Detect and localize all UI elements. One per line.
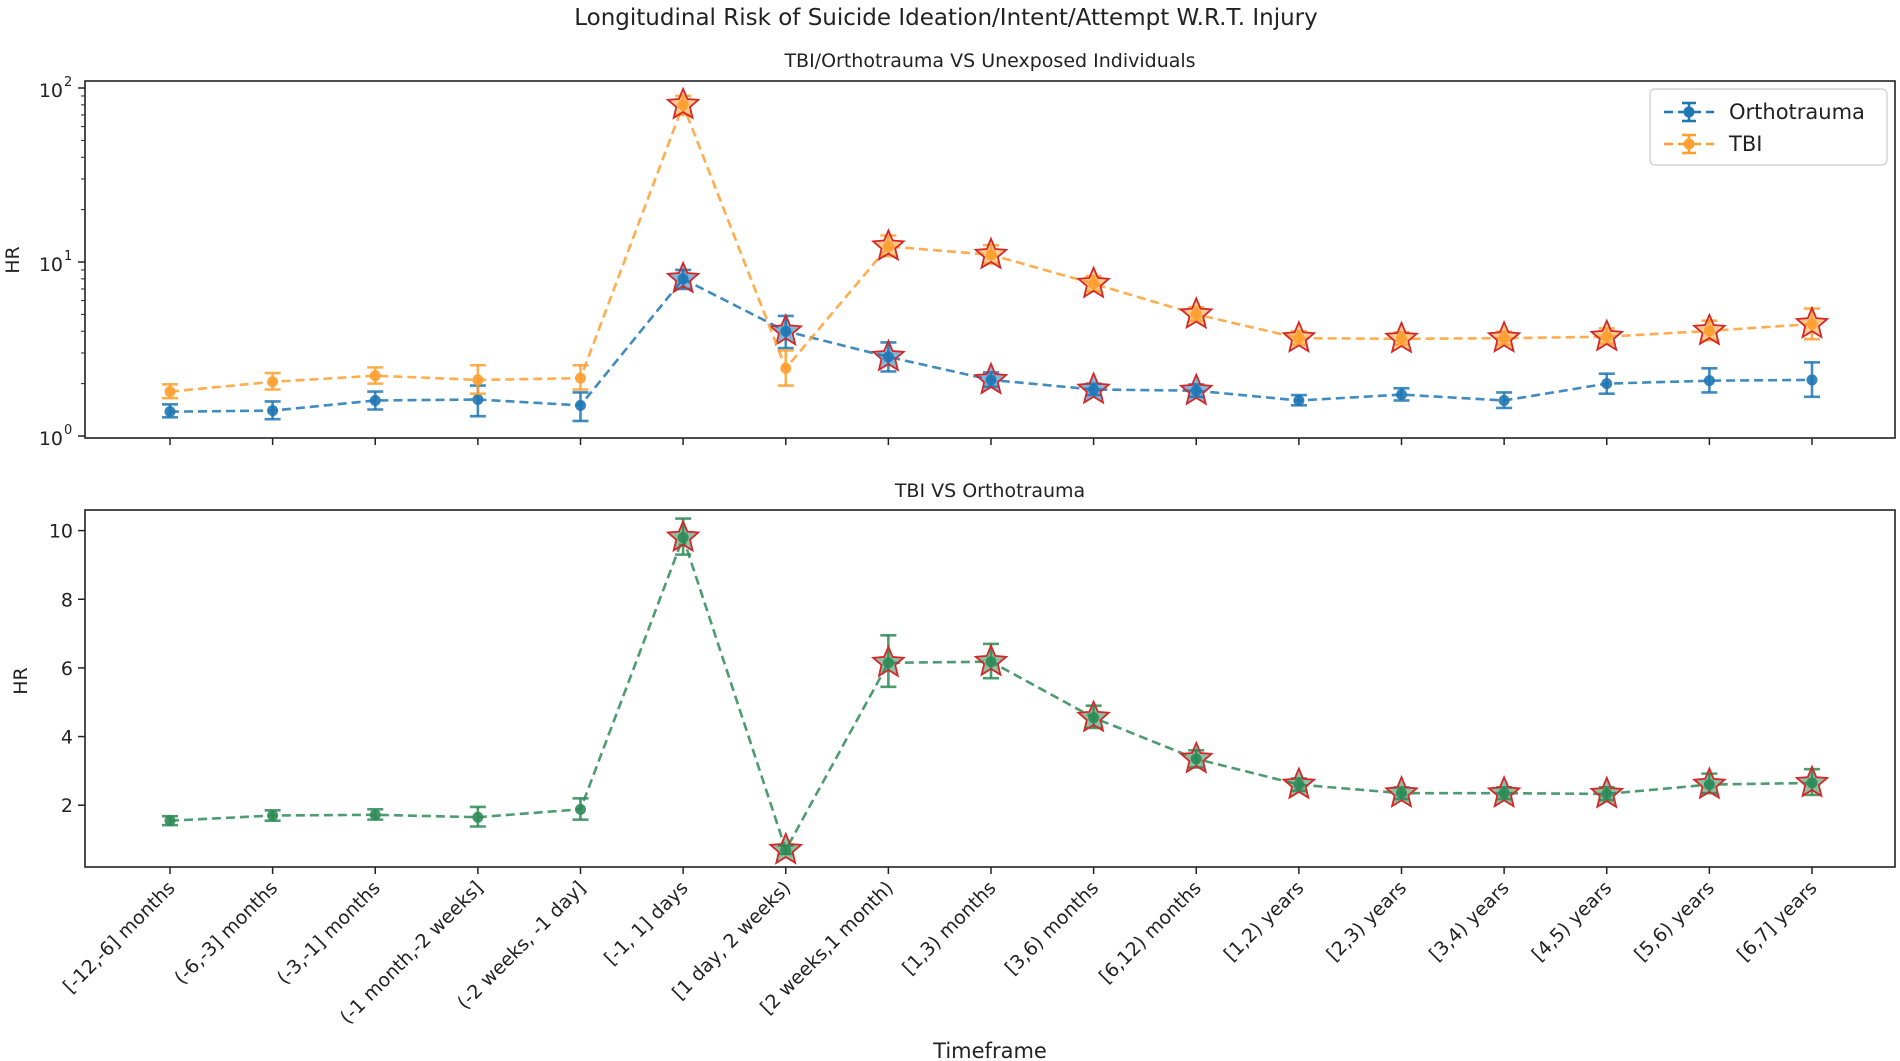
top-series-tbi-significance-star (870, 228, 906, 262)
legend-swatch-orthotrauma (1664, 101, 1714, 123)
bottom-ytick-label: 2 (61, 795, 73, 817)
bottom-series-tbi-vs-orthotrauma-significance-star (1486, 774, 1522, 808)
legend-swatch-tbi (1664, 133, 1714, 155)
top-series-orthotrauma-significance-star (1076, 371, 1112, 405)
top-ytick-exponent: 1 (64, 249, 72, 264)
bottom-series-tbi-vs-orthotrauma-point (575, 803, 586, 815)
bottom-ytick-label: 6 (61, 658, 73, 680)
top-series-tbi-point (164, 386, 176, 398)
bottom-series-tbi-vs-orthotrauma-significance-star (870, 644, 906, 678)
top-ytick-label: 10 (39, 254, 63, 276)
legend-entry-tbi: TBI (1664, 132, 1762, 156)
bottom-series-tbi-vs-orthotrauma-point (369, 809, 381, 821)
top-chart-title: TBI/Orthotrauma VS Unexposed Individuals (783, 50, 1195, 72)
top-series-orthotrauma-significance-star (768, 312, 804, 347)
bottom-chart-ylabel: HR (10, 667, 32, 695)
top-series-orthotrauma-point (1601, 378, 1613, 390)
top-series-tbi-significance-star (973, 236, 1009, 270)
legend-label-orthotrauma: Orthotrauma (1729, 100, 1865, 124)
top-series-tbi-significance-star (1384, 320, 1419, 354)
top-series-orthotrauma-point (1498, 394, 1510, 406)
top-ytick-label: 10 (39, 80, 63, 102)
bottom-series-tbi-vs-orthotrauma-significance-star (973, 643, 1009, 677)
legend-marker (1683, 106, 1695, 118)
x-axis-label: Timeframe (932, 1039, 1047, 1061)
legend: Orthotrauma TBI (1649, 88, 1888, 166)
top-series-orthotrauma (162, 260, 1820, 423)
top-series-orthotrauma-point (1703, 375, 1715, 387)
bottom-ytick-label: 4 (61, 727, 73, 749)
bottom-series-tbi-vs-orthotrauma-significance-star (1076, 699, 1112, 733)
bottom-series-tbi-vs-orthotrauma-significance-star (665, 519, 701, 553)
top-chart-panel: TBI/Orthotrauma VS Unexposed Individuals… (2, 50, 1896, 450)
bottom-series-tbi-vs-orthotrauma-point (267, 810, 279, 822)
bottom-series-tbi-vs-orthotrauma-significance-star (1691, 766, 1727, 800)
legend-label-tbi: TBI (1728, 132, 1762, 156)
top-series-orthotrauma-point (1396, 389, 1407, 401)
top-series-orthotrauma-point (164, 406, 176, 418)
top-series-orthotrauma-significance-star (665, 260, 701, 294)
top-ytick-exponent: 0 (64, 423, 72, 438)
top-series-orthotrauma-point (1806, 374, 1818, 386)
top-series-tbi-point (369, 370, 381, 382)
top-series-tbi (162, 86, 1830, 400)
top-series-tbi-point (780, 362, 792, 374)
top-series-tbi-significance-star (665, 86, 701, 120)
bottom-plot-frame (84, 509, 1896, 868)
top-series-tbi-significance-star (1589, 318, 1625, 352)
top-plot-frame (84, 80, 1896, 439)
bottom-series-tbi-vs-orthotrauma-significance-star (768, 831, 804, 865)
top-series-tbi-point (267, 376, 279, 388)
top-series-orthotrauma-point (472, 394, 484, 406)
bottom-ytick-label: 10 (49, 521, 73, 543)
bottom-series-tbi-vs-orthotrauma-significance-star (1281, 766, 1317, 800)
bottom-series-tbi-vs-orthotrauma-point (164, 815, 176, 827)
top-series-orthotrauma-point (575, 399, 586, 411)
top-series-tbi-point (472, 374, 484, 386)
legend-box (1649, 88, 1888, 166)
bottom-series-tbi-vs-orthotrauma-significance-star (1384, 774, 1419, 808)
top-ytick-label: 10 (39, 428, 63, 450)
legend-entry-orthotrauma: Orthotrauma (1664, 100, 1865, 124)
top-series-orthotrauma-point (267, 405, 279, 417)
bottom-series-tbi-vs-orthotrauma (162, 517, 1830, 865)
top-ytick-exponent: 2 (64, 75, 72, 90)
top-series-tbi-significance-star (1486, 319, 1522, 353)
bottom-series-tbi-vs-orthotrauma-significance-star (1794, 764, 1830, 798)
bottom-ytick-label: 8 (61, 589, 73, 611)
top-series-tbi-significance-star (1076, 265, 1112, 299)
top-series-orthotrauma-significance-star (1178, 372, 1214, 406)
top-series-tbi-significance-star (1794, 305, 1830, 339)
top-series-tbi-significance-star (1178, 296, 1214, 330)
top-series-tbi-point (575, 372, 586, 384)
bottom-chart-title: TBI VS Orthotrauma (894, 480, 1085, 502)
legend-marker (1683, 138, 1695, 150)
figure-title: Longitudinal Risk of Suicide Ideation/In… (574, 5, 1318, 31)
bottom-series-tbi-vs-orthotrauma-significance-star (1178, 740, 1214, 774)
top-series-tbi-significance-star (1691, 312, 1727, 346)
top-series-orthotrauma-significance-star (973, 361, 1009, 395)
bottom-series-tbi-vs-orthotrauma-point (472, 811, 484, 823)
top-series-orthotrauma-significance-star (870, 338, 906, 372)
top-series-tbi-significance-star (1281, 319, 1317, 353)
bottom-series-tbi-vs-orthotrauma-significance-star (1589, 775, 1625, 809)
top-series-orthotrauma-point (369, 394, 381, 406)
top-series-orthotrauma-point (1293, 394, 1305, 406)
top-chart-ylabel: HR (2, 246, 24, 274)
